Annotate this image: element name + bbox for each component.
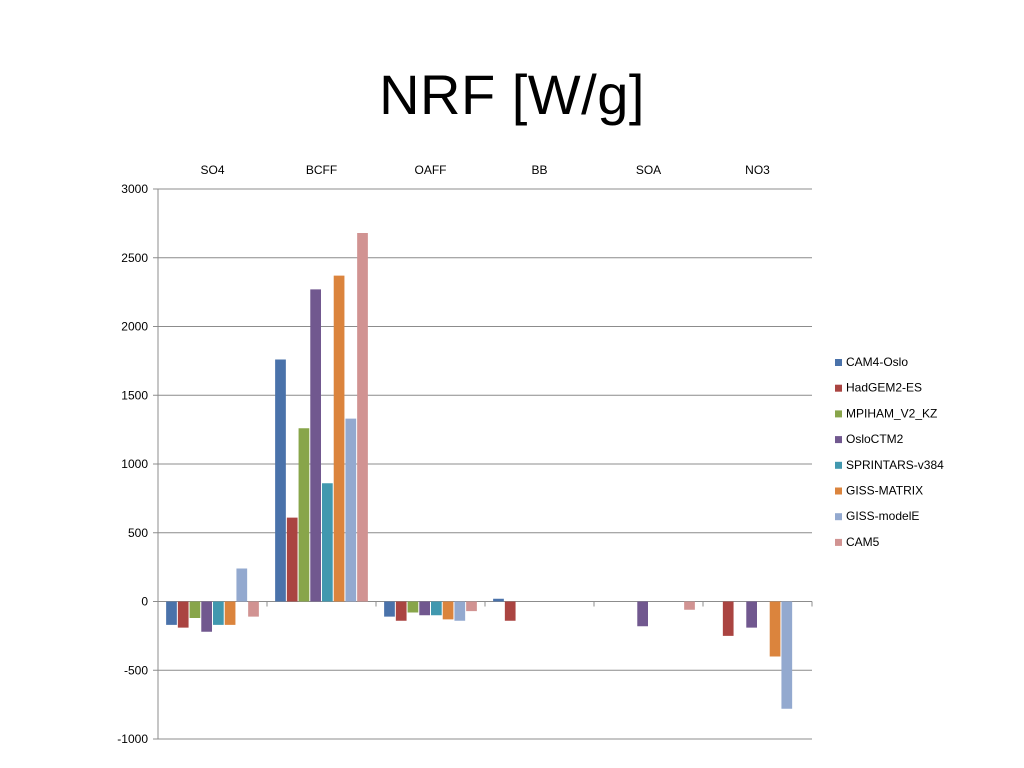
bar <box>684 601 695 610</box>
y-tick-label: -1000 <box>117 732 148 746</box>
bar <box>248 601 259 617</box>
bar <box>395 601 407 621</box>
bar <box>236 568 248 602</box>
bar <box>746 601 757 628</box>
bar <box>224 601 236 625</box>
y-axis: 3000 2500 2000 1500 1000 500 0 -500 -1000 <box>117 182 813 746</box>
bar <box>201 601 212 632</box>
bar <box>769 601 781 657</box>
legend-label: GISS-modelE <box>846 509 919 523</box>
bar <box>781 601 793 709</box>
category-label: BB <box>531 163 547 177</box>
bar <box>322 483 333 602</box>
legend-swatch <box>835 410 842 418</box>
bar <box>407 601 419 613</box>
legend-swatch <box>835 461 842 469</box>
gridlines <box>158 188 812 740</box>
bar <box>454 601 466 621</box>
bar <box>177 601 189 628</box>
legend-swatch <box>835 487 842 495</box>
y-tick-label: 1500 <box>121 388 148 402</box>
legend-swatch <box>835 436 842 444</box>
category-label: SOA <box>636 163 661 177</box>
y-tick-label: 500 <box>128 526 148 540</box>
legend-label: CAM4-Oslo <box>846 355 908 369</box>
bar <box>213 601 224 625</box>
legend-swatch <box>835 384 842 392</box>
bar <box>357 233 368 602</box>
category-label: SO4 <box>200 163 224 177</box>
category-label: NO3 <box>745 163 770 177</box>
y-tick-label: 0 <box>141 595 148 609</box>
category-labels: SO4 BCFF OAFF BB SOA NO3 <box>200 163 770 177</box>
bar <box>722 601 734 636</box>
legend-label: MPIHAM_V2_KZ <box>846 406 937 420</box>
bar <box>166 601 177 625</box>
bar <box>189 601 201 618</box>
bar <box>310 289 321 602</box>
legend-label: HadGEM2-ES <box>846 381 922 395</box>
slide-title: NRF [W/g] <box>379 63 645 126</box>
legend-swatch <box>835 538 842 546</box>
y-tick-label: 2500 <box>121 251 148 265</box>
legend-swatch <box>835 513 842 521</box>
legend: CAM4-Oslo HadGEM2-ES MPIHAM_V2_KZ OsloCTM2 S… <box>835 355 944 549</box>
category-label: BCFF <box>306 163 337 177</box>
bars <box>166 233 793 709</box>
y-tick-label: 2000 <box>121 320 148 334</box>
bar <box>419 601 430 616</box>
legend-label: SPRINTARS-v384 <box>846 458 944 472</box>
bar <box>286 517 298 602</box>
bar <box>493 598 504 602</box>
bar <box>466 601 477 612</box>
bar <box>333 275 345 602</box>
bar <box>275 359 286 602</box>
legend-swatch <box>835 359 842 366</box>
legend-label: CAM5 <box>846 535 880 549</box>
bar <box>504 601 516 621</box>
legend-label: GISS-MATRIX <box>846 484 923 498</box>
bar <box>345 418 357 602</box>
bar <box>384 601 395 617</box>
legend-label: OsloCTM2 <box>846 432 904 446</box>
y-tick-label: -500 <box>124 663 148 677</box>
bar <box>442 601 454 620</box>
bar <box>637 601 648 627</box>
y-tick-label: 1000 <box>121 457 148 471</box>
bar <box>431 601 442 616</box>
category-label: OAFF <box>415 163 447 177</box>
y-tick-label: 3000 <box>121 182 148 196</box>
bar <box>298 428 310 602</box>
